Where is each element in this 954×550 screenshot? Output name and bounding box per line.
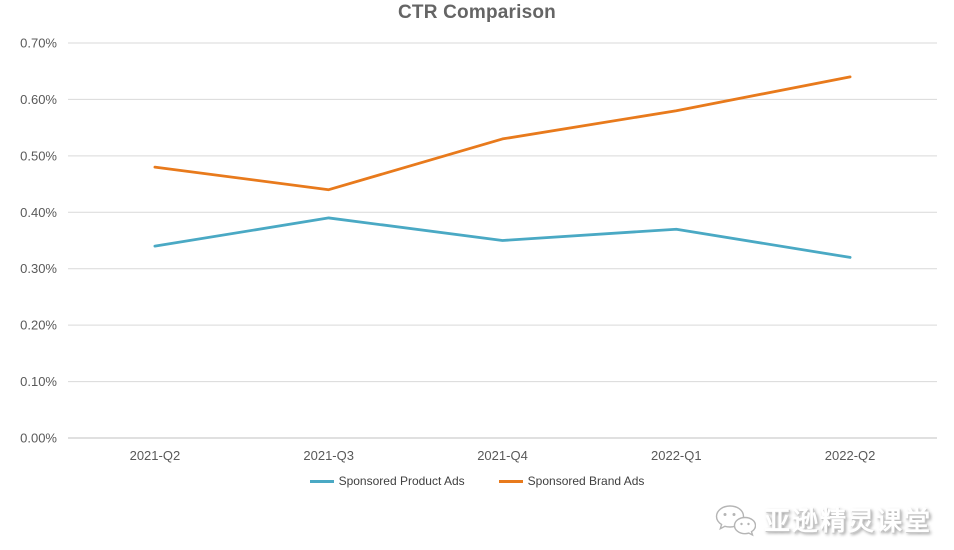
chart-legend: Sponsored Product Ads Sponsored Brand Ads	[0, 474, 954, 488]
legend-label: Sponsored Brand Ads	[527, 474, 645, 488]
y-tick-label: 0.50%	[20, 148, 57, 163]
legend-label: Sponsored Product Ads	[338, 474, 465, 488]
y-tick-label: 0.30%	[20, 261, 57, 276]
wechat-icon	[715, 504, 756, 536]
x-axis-label: 2021-Q3	[303, 448, 354, 463]
y-tick-label: 0.00%	[20, 431, 57, 446]
x-axis-label: 2022-Q2	[825, 448, 876, 463]
chart-title: CTR Comparison	[398, 2, 556, 23]
x-axis-label: 2022-Q1	[651, 448, 702, 463]
y-tick-label: 0.70%	[20, 36, 57, 51]
legend-item-sponsored-product-ads: Sponsored Product Ads	[309, 474, 465, 488]
legend-marker	[309, 479, 334, 483]
legend-marker	[498, 479, 523, 483]
series-line-sponsored-brand-ads	[153, 75, 852, 192]
legend-item-sponsored-brand-ads: Sponsored Brand Ads	[498, 474, 645, 488]
x-axis-label: 2021-Q4	[477, 448, 528, 463]
watermark: 亚逊精灵课堂	[714, 501, 932, 538]
y-tick-label: 0.10%	[20, 374, 57, 389]
y-tick-label: 0.20%	[20, 318, 57, 333]
watermark-text: 亚逊精灵课堂	[763, 506, 932, 536]
x-axis-label: 2021-Q2	[130, 448, 181, 463]
series-line-sponsored-product-ads	[153, 216, 852, 259]
y-tick-label: 0.40%	[20, 205, 57, 220]
y-tick-label: 0.60%	[20, 92, 57, 107]
